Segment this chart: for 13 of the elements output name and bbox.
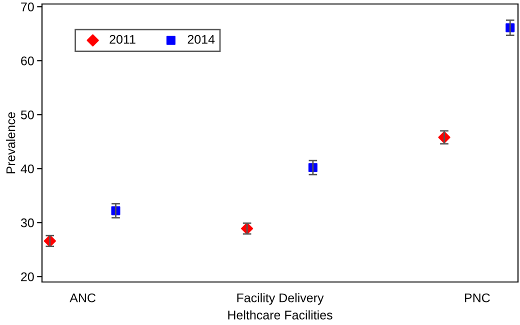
y-tick-label: 50 [20, 110, 34, 120]
x-tick-label: Facility Delivery [237, 293, 324, 305]
x-tick-label: ANC [70, 293, 96, 302]
y-tick-label: 40 [20, 164, 34, 174]
y-tick-label: 30 [20, 218, 34, 228]
x-tick-label: PNC [465, 293, 490, 302]
y-axis-title: Prevalence [6, 112, 16, 174]
y-tick-label: 70 [21, 2, 34, 12]
legend-label: 2011 [110, 34, 136, 44]
legend-label: 2014 [188, 34, 215, 44]
y-tick-label: 20 [21, 272, 34, 282]
y-tick-label: 60 [21, 56, 34, 66]
x-axis-title: Helthcare Facilities [228, 310, 332, 320]
